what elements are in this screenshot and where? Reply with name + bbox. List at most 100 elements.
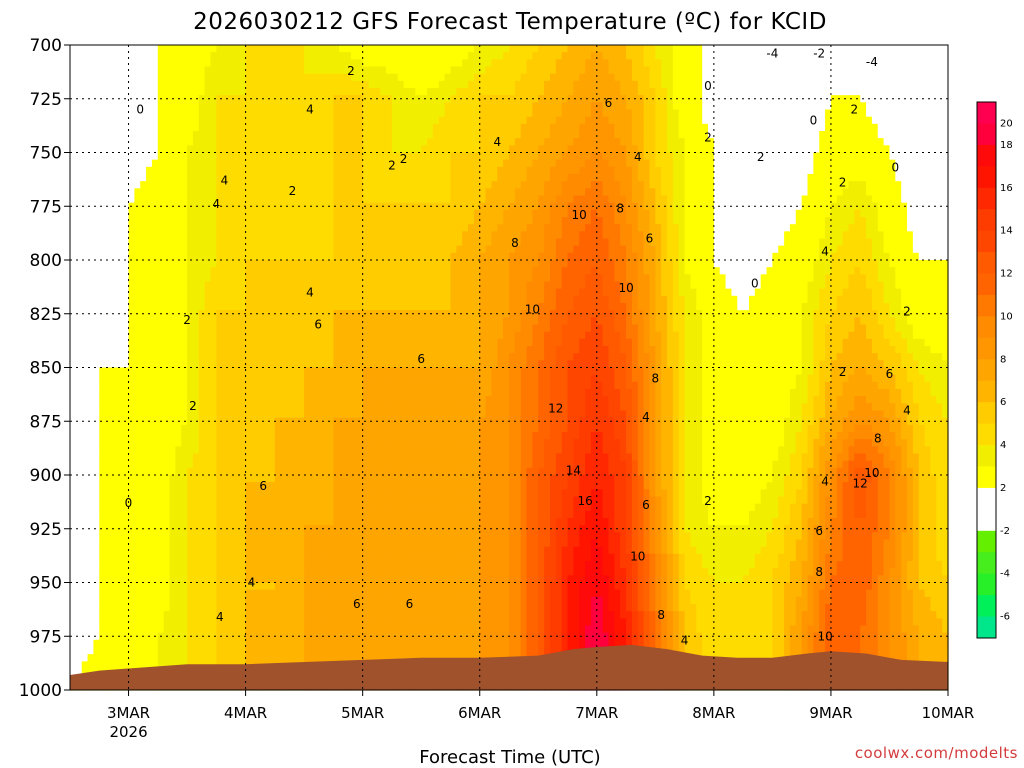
heat-cell xyxy=(286,188,294,197)
heat-cell xyxy=(514,52,522,60)
heat-cell xyxy=(514,138,522,146)
heat-cell xyxy=(245,281,253,290)
heat-cell xyxy=(801,217,809,225)
heat-cell xyxy=(532,238,539,247)
heat-cell xyxy=(596,109,604,118)
heat-cell xyxy=(532,152,539,161)
heat-cell xyxy=(321,174,329,182)
heat-cell xyxy=(309,116,317,125)
heat-cell xyxy=(362,195,370,204)
heat-cell xyxy=(766,166,773,175)
heat-cell xyxy=(233,188,241,197)
heat-cell xyxy=(280,52,288,60)
heat-cell xyxy=(239,281,247,290)
heat-cell xyxy=(942,188,949,197)
heat-cell xyxy=(116,138,124,146)
heat-cell xyxy=(485,109,493,118)
heat-cell xyxy=(901,66,908,75)
heat-cell xyxy=(602,159,610,168)
heat-cell xyxy=(292,45,299,53)
heat-cell xyxy=(743,174,750,182)
heat-cell xyxy=(795,231,803,240)
heat-cell xyxy=(479,52,487,60)
heat-cell xyxy=(327,238,334,247)
heat-cell xyxy=(304,217,311,225)
heat-cell xyxy=(228,224,235,232)
heat-cell xyxy=(678,52,686,60)
heat-cell xyxy=(702,59,709,68)
heat-cell xyxy=(555,66,563,75)
heat-cell xyxy=(748,102,756,111)
heat-cell xyxy=(590,174,598,182)
heat-cell xyxy=(391,123,399,132)
heat-cell xyxy=(70,209,77,218)
heat-cell xyxy=(620,123,627,132)
heat-cell xyxy=(350,80,358,89)
heat-cell xyxy=(462,88,469,96)
heat-cell xyxy=(251,102,258,111)
heat-cell xyxy=(520,145,528,154)
heat-cell xyxy=(110,209,118,218)
heat-cell xyxy=(70,116,77,125)
heat-cell xyxy=(942,80,949,89)
heat-cell xyxy=(567,88,574,96)
heat-cell xyxy=(590,95,598,103)
heat-cell xyxy=(526,109,534,118)
heat-cell xyxy=(807,274,814,283)
heat-cell xyxy=(544,238,551,247)
heat-cell xyxy=(257,159,264,168)
heat-cell xyxy=(192,138,200,146)
heat-cell xyxy=(907,267,914,275)
heat-cell xyxy=(146,281,153,290)
heat-cell xyxy=(421,224,428,232)
heat-cell xyxy=(602,174,610,182)
heat-cell xyxy=(386,88,393,96)
heat-cell xyxy=(789,66,797,75)
heat-cell xyxy=(356,59,364,68)
heat-cell xyxy=(415,59,422,68)
heat-cell xyxy=(491,245,498,254)
heat-cell xyxy=(274,188,282,197)
heat-cell xyxy=(772,245,779,254)
heat-cell xyxy=(573,152,580,161)
heat-cell xyxy=(754,181,762,189)
heat-cell xyxy=(356,123,364,132)
heat-cell xyxy=(228,260,235,268)
heat-cell xyxy=(81,238,89,247)
heat-cell xyxy=(345,59,352,68)
heat-cell xyxy=(778,66,785,75)
heat-cell xyxy=(509,274,516,283)
heat-cell xyxy=(643,209,651,218)
heat-cell xyxy=(409,145,416,154)
heat-cell xyxy=(298,123,305,132)
heat-cell xyxy=(391,131,399,139)
heat-cell xyxy=(444,188,452,197)
heat-cell xyxy=(889,66,896,75)
heat-cell xyxy=(907,66,914,75)
heat-cell xyxy=(801,209,809,218)
heat-cell xyxy=(315,131,323,139)
heat-cell xyxy=(883,166,891,175)
heat-cell xyxy=(339,102,346,111)
heat-cell xyxy=(427,274,434,283)
heat-cell xyxy=(766,159,773,168)
heat-cell xyxy=(924,145,932,154)
heat-cell xyxy=(784,181,791,189)
heat-cell xyxy=(456,181,463,189)
heat-cell xyxy=(397,80,405,89)
heat-cell xyxy=(286,145,294,154)
heat-cell xyxy=(432,73,440,82)
heat-cell xyxy=(479,131,487,139)
heat-cell xyxy=(356,181,364,189)
heat-cell xyxy=(848,52,855,60)
heat-cell xyxy=(333,166,340,175)
heat-cell xyxy=(333,95,340,103)
heat-cell xyxy=(725,80,733,89)
heat-cell xyxy=(684,238,692,247)
heat-cell xyxy=(386,166,393,175)
heat-cell xyxy=(444,88,452,96)
heat-cell xyxy=(590,274,598,283)
heat-cell xyxy=(309,138,317,146)
heat-cell xyxy=(292,52,299,60)
heat-cell xyxy=(263,109,270,118)
